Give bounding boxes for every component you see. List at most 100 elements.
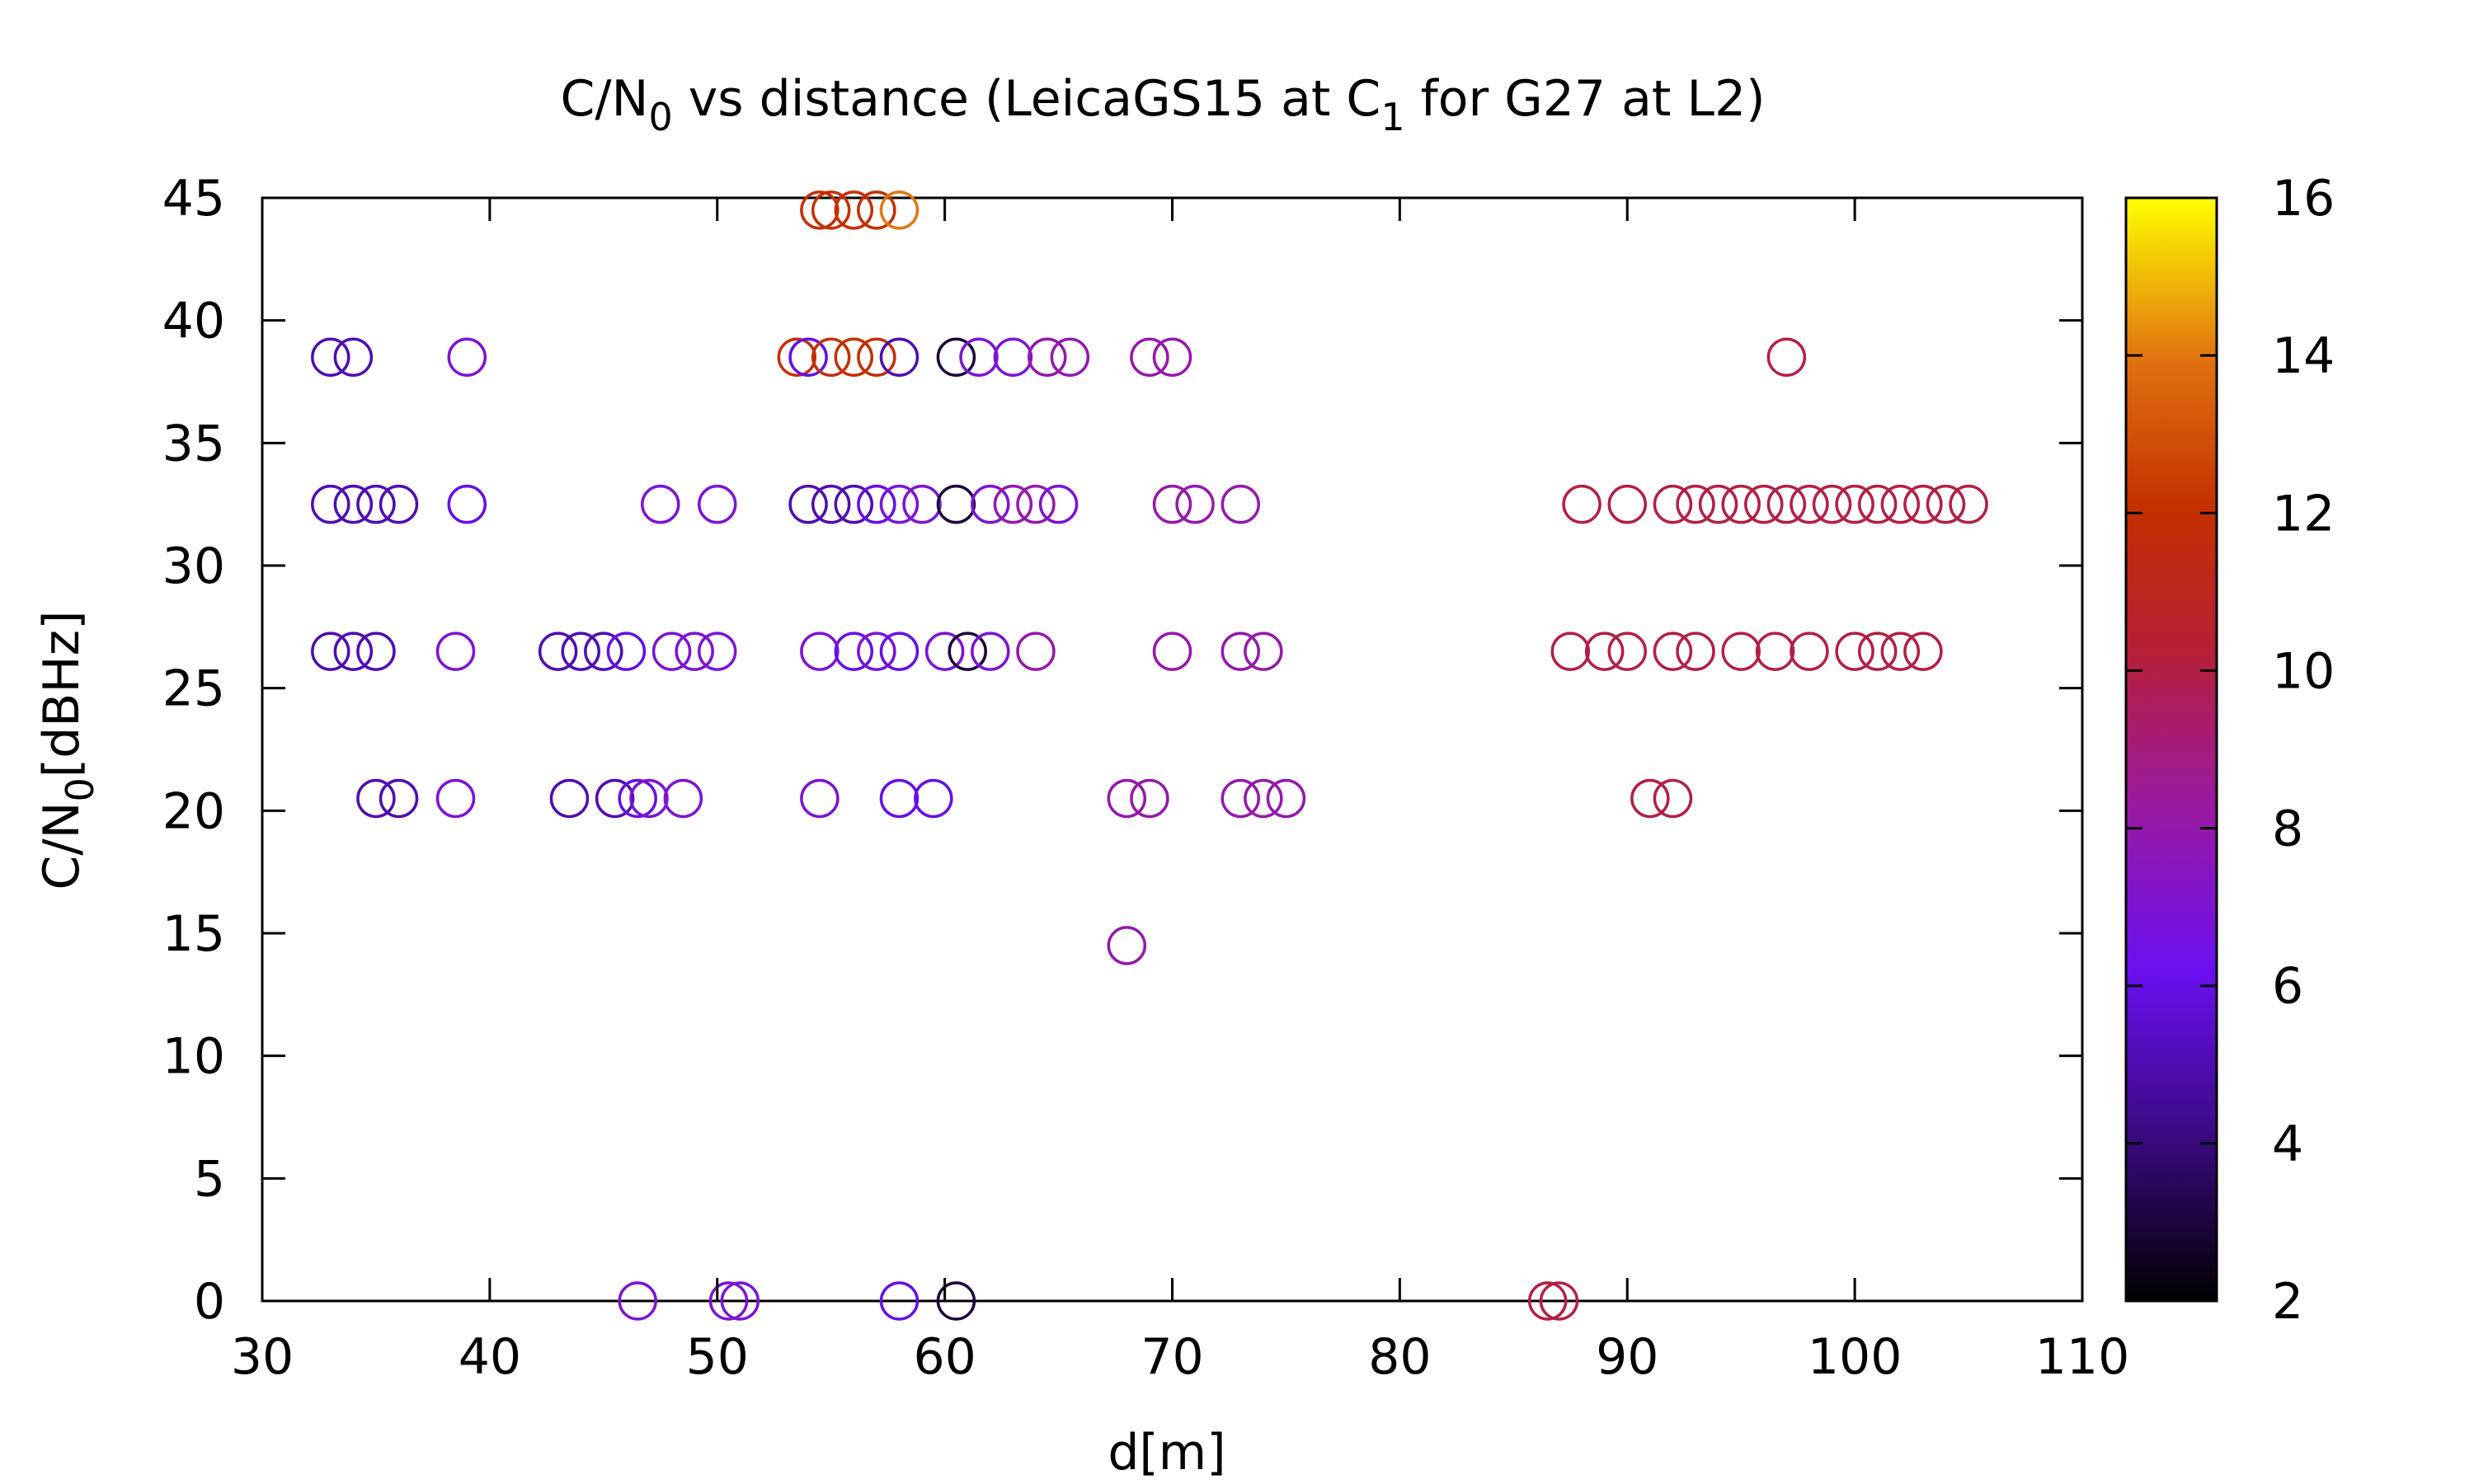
data-point (811, 484, 851, 524)
data-point (971, 484, 1010, 524)
data-point (720, 1281, 760, 1321)
data-point (857, 337, 896, 378)
data-point (1107, 926, 1147, 965)
data-point (788, 337, 828, 378)
data-point (1755, 632, 1795, 671)
data-point (1221, 484, 1261, 524)
data-point (857, 632, 896, 671)
data-point (1152, 632, 1192, 671)
data-point (1653, 632, 1693, 671)
colorbar-tick-label: 8 (2272, 801, 2303, 858)
x-axis-ticks: 30 40 50 60 70 80 90 100 110 (231, 198, 2129, 1386)
data-point (561, 632, 600, 671)
data-point (663, 778, 703, 819)
data-point (811, 190, 851, 230)
data-point (879, 190, 920, 230)
data-point (1221, 778, 1261, 819)
data-point (857, 190, 896, 230)
data-point (1038, 484, 1079, 524)
data-point (1221, 632, 1261, 671)
data-point (959, 337, 999, 378)
data-point (1130, 337, 1169, 378)
x-tick-label: 60 (913, 1328, 976, 1386)
data-point (1835, 484, 1874, 524)
x-tick-label: 40 (459, 1328, 521, 1386)
data-point (948, 632, 987, 671)
x-tick-label: 100 (1808, 1328, 1903, 1386)
data-point (1130, 778, 1169, 819)
y-tick-label: 30 (162, 538, 225, 595)
data-point (879, 778, 920, 819)
data-point (924, 632, 965, 671)
data-point (1766, 484, 1807, 524)
y-tick-label: 45 (162, 170, 225, 228)
data-point (777, 337, 817, 378)
x-tick-label: 90 (1596, 1328, 1658, 1386)
data-point (1903, 632, 1943, 671)
data-point (1107, 778, 1147, 819)
data-point (879, 632, 920, 671)
y-tick-label: 15 (162, 905, 225, 963)
y-tick-label: 0 (194, 1273, 225, 1331)
x-tick-label: 110 (2035, 1328, 2130, 1386)
colorbar-tick-label: 16 (2272, 170, 2335, 228)
data-point (1676, 632, 1715, 671)
data-point (1244, 632, 1283, 671)
data-point (1790, 484, 1829, 524)
data-point (1016, 632, 1056, 671)
data-point (311, 632, 350, 671)
data-point (447, 337, 487, 378)
data-point (788, 484, 828, 524)
data-point (857, 484, 896, 524)
data-point (629, 778, 669, 819)
data-point (1584, 632, 1625, 671)
colorbar-gradient (2124, 196, 2218, 1303)
chart-title: C/N0 vs distance (LeicaGS15 at C1 for G2… (560, 70, 1765, 139)
y-axis-label: C/N0[dBHz] (33, 611, 102, 890)
data-point (1607, 632, 1647, 671)
data-point (1949, 484, 1988, 524)
data-point (879, 484, 920, 524)
data-point (595, 778, 635, 819)
data-point (834, 632, 874, 671)
y-tick-label: 25 (162, 660, 225, 718)
data-point (698, 632, 737, 671)
data-point (879, 1281, 920, 1321)
data-point (902, 484, 942, 524)
x-tick-label: 70 (1141, 1328, 1203, 1386)
y-axis-ticks: 0 5 10 15 20 25 30 35 40 45 (162, 170, 2082, 1331)
data-point (971, 632, 1010, 671)
data-point (1550, 632, 1591, 671)
data-point (447, 484, 487, 524)
data-point (1016, 484, 1056, 524)
data-point (675, 632, 714, 671)
data-point (356, 778, 396, 819)
data-point (1721, 632, 1761, 671)
data-point (356, 484, 396, 524)
data-point (1744, 484, 1784, 524)
data-point (1527, 1281, 1568, 1321)
data-point (435, 632, 476, 671)
x-tick-label: 30 (231, 1328, 294, 1386)
data-point (333, 337, 374, 378)
data-point (800, 778, 840, 819)
data-point (1903, 484, 1943, 524)
data-point (1926, 484, 1966, 524)
data-point (1630, 778, 1670, 819)
data-point (1766, 337, 1807, 378)
data-point (708, 1281, 749, 1321)
data-point (936, 1281, 976, 1321)
data-point (1698, 484, 1738, 524)
plot-border (261, 196, 2084, 1303)
data-point (618, 778, 657, 819)
data-point (834, 337, 874, 378)
data-point (936, 484, 976, 524)
data-point (1028, 337, 1067, 378)
data-points (311, 190, 1988, 1321)
data-point (379, 484, 419, 524)
data-point (1835, 632, 1874, 671)
data-point (1607, 484, 1647, 524)
data-point (811, 337, 851, 378)
data-point (618, 1281, 657, 1321)
data-point (379, 778, 419, 819)
